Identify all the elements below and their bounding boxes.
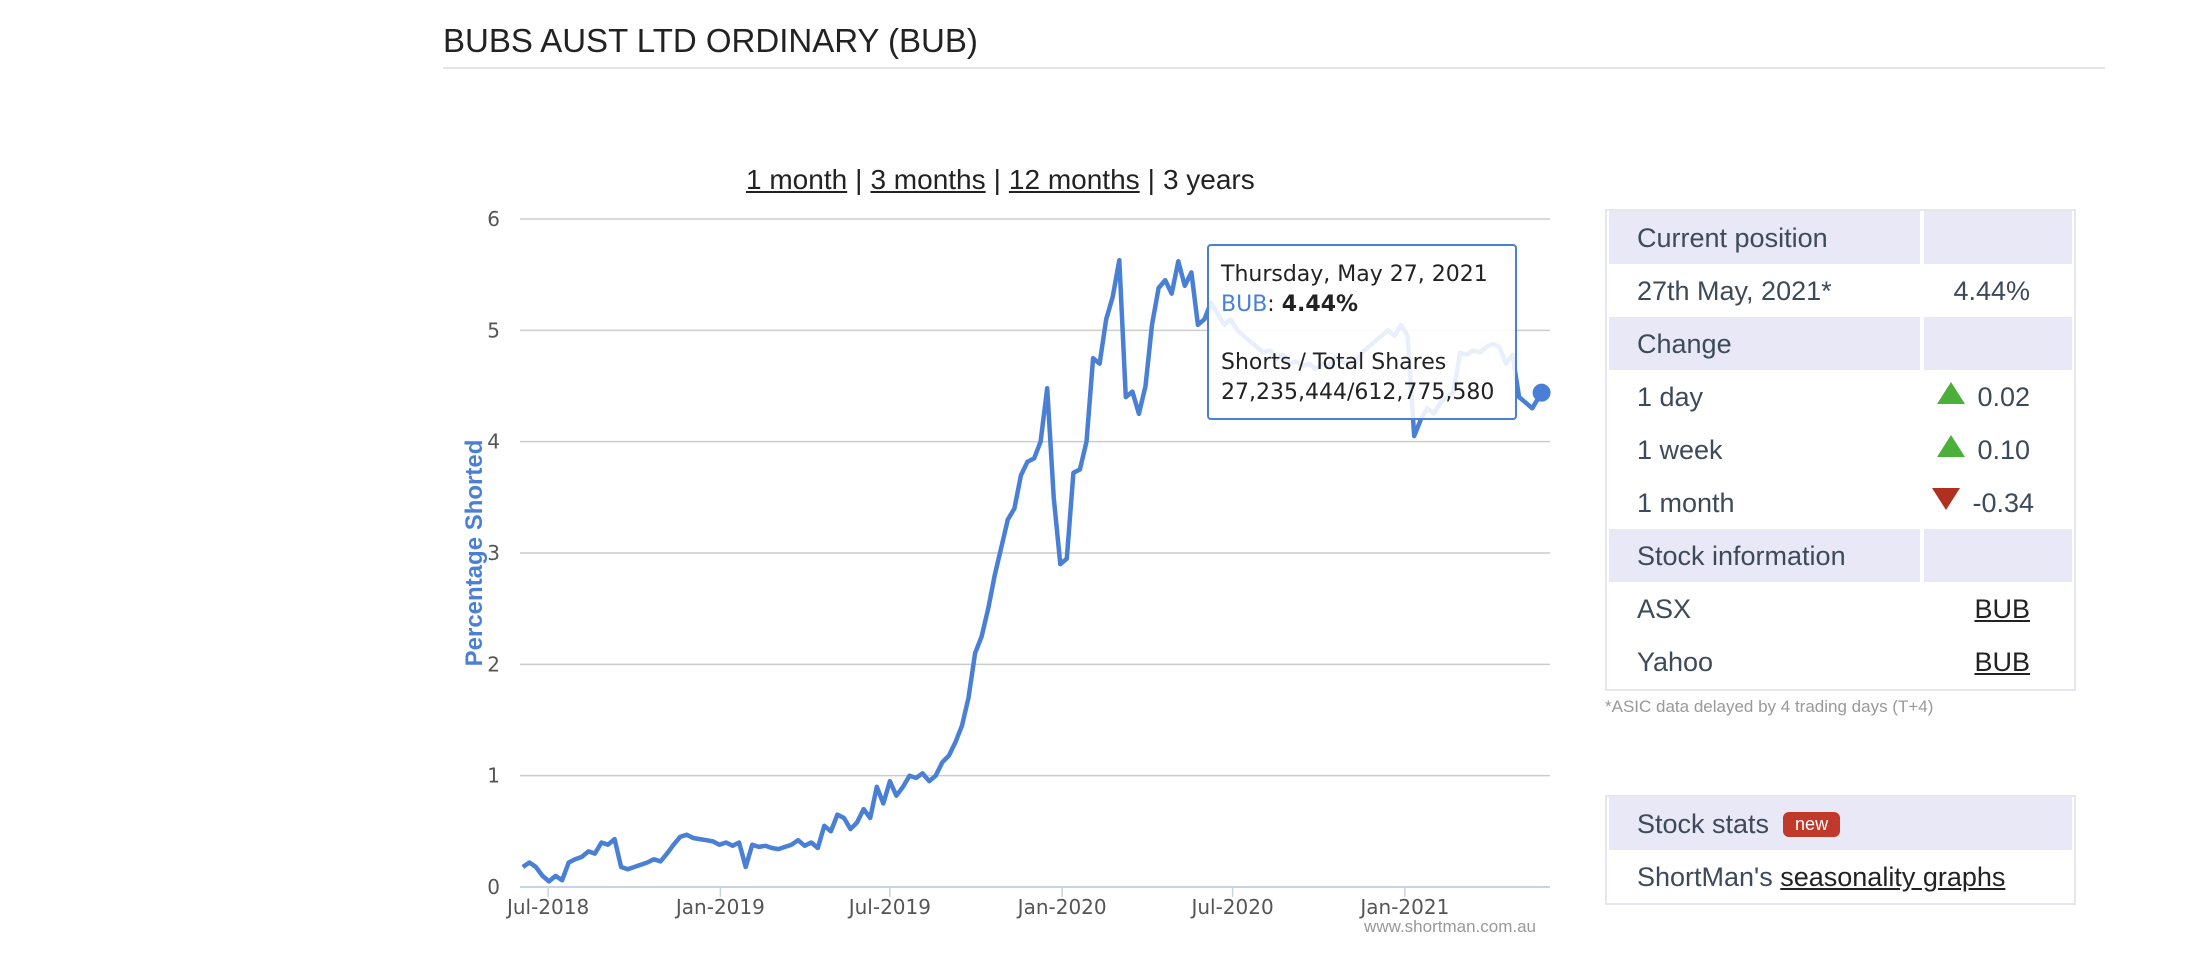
stock-info-header: Stock information <box>1607 529 2074 582</box>
range-separator: | <box>993 164 1001 195</box>
change-header: Change <box>1607 317 2074 370</box>
range-separator: | <box>1147 164 1155 195</box>
range-12-months-link[interactable]: 12 months <box>1008 164 1140 195</box>
x-tick-label: Jul-2018 <box>505 895 589 919</box>
change-value: 0.02 <box>1977 382 2030 412</box>
range-separator: | <box>855 164 863 195</box>
x-axis-ticks: Jul-2018 Jan-2019 Jul-2019 Jan-2020 Jul-2020… <box>505 887 1449 919</box>
range-3-months-link[interactable]: 3 months <box>870 164 986 195</box>
stock-stats-heading: Stock stats <box>1637 809 1770 839</box>
title-divider <box>443 67 2105 69</box>
up-arrow-icon <box>1937 435 1966 457</box>
tooltip-colon: : <box>1267 292 1275 317</box>
x-tick-label: Jul-2020 <box>1189 895 1273 919</box>
tooltip-value: 4.44% <box>1281 292 1359 317</box>
stock-info-row-asx: ASX BUB <box>1607 582 2074 635</box>
y-axis-ticks: 0 1 2 3 4 5 6 <box>487 207 500 899</box>
tooltip-series-name: BUB <box>1221 292 1268 317</box>
current-position-header: Current position <box>1607 211 2074 264</box>
position-panel: Current position 27th May, 2021* 4.44% C… <box>1605 209 2076 691</box>
x-tick-label: Jan-2020 <box>1016 895 1107 919</box>
change-label: 1 week <box>1637 435 1723 465</box>
seasonality-prefix: ShortMan's <box>1637 862 1773 892</box>
stock-info-label: Yahoo <box>1637 647 1714 677</box>
y-tick-label: 5 <box>487 318 500 342</box>
change-value: -0.34 <box>1972 488 2034 518</box>
seasonality-graphs-link[interactable]: seasonality graphs <box>1780 862 2006 892</box>
tooltip-value-row: BUB: 4.44% <box>1221 290 1503 320</box>
asx-link[interactable]: BUB <box>1974 594 2030 624</box>
page-title: BUBS AUST LTD ORDINARY (BUB) <box>443 22 978 59</box>
change-row-1-month: 1 month -0.34 <box>1607 476 2074 529</box>
y-tick-label: 2 <box>487 652 500 676</box>
change-heading: Change <box>1637 329 1732 359</box>
current-position-value: 4.44% <box>1953 276 2030 306</box>
current-position-row: 27th May, 2021* 4.44% <box>1607 264 2074 317</box>
y-tick-label: 4 <box>487 430 500 454</box>
tooltip-shares-value: 27,235,444/612,775,580 <box>1221 380 1495 405</box>
change-row-1-day: 1 day 0.02 <box>1607 370 2074 423</box>
chart-credits[interactable]: www.shortman.com.au <box>1363 917 1536 936</box>
stock-info-row-yahoo: Yahoo BUB <box>1607 635 2074 688</box>
chart-grid <box>520 218 1550 888</box>
x-tick-label: Jul-2019 <box>847 895 931 919</box>
change-label: 1 month <box>1637 488 1735 518</box>
yahoo-link[interactable]: BUB <box>1974 647 2030 677</box>
change-label: 1 day <box>1637 382 1704 412</box>
y-tick-label: 6 <box>487 207 500 231</box>
range-1-month-link[interactable]: 1 month <box>746 164 848 195</box>
range-3-years-active[interactable]: 3 years <box>1162 164 1255 195</box>
new-badge: new <box>1783 812 1841 837</box>
y-tick-label: 3 <box>487 541 500 565</box>
y-tick-label: 1 <box>487 764 500 788</box>
tooltip-date: Thursday, May 27, 2021 <box>1221 262 1488 287</box>
stock-info-heading: Stock information <box>1637 541 1846 571</box>
x-tick-label: Jan-2021 <box>1358 895 1449 919</box>
x-tick-label: Jan-2019 <box>674 895 765 919</box>
y-axis-label: Percentage Shorted <box>461 440 488 667</box>
short-position-chart[interactable]: 0 1 2 3 4 5 6 Jul-2018 Jan-2019 Jul-2019 Jan-2020… <box>440 195 1560 940</box>
stock-stats-header: Stock stats new <box>1607 797 2074 850</box>
stock-stats-panel: Stock stats new ShortMan's seasonality gr… <box>1605 795 2076 905</box>
change-row-1-week: 1 week 0.10 <box>1607 423 2074 476</box>
current-position-heading: Current position <box>1637 223 1828 253</box>
tooltip-shares-label: Shorts / Total Shares <box>1221 350 1447 375</box>
up-arrow-icon <box>1937 382 1966 404</box>
highlight-point <box>1532 383 1551 402</box>
change-value: 0.10 <box>1977 435 2030 465</box>
range-nav: 1 month | 3 months | 12 months | 3 years <box>746 164 1255 196</box>
chart-tooltip: Thursday, May 27, 2021 BUB: 4.44% Shorts… <box>1207 244 1517 420</box>
seasonality-row: ShortMan's seasonality graphs <box>1607 850 2074 903</box>
y-tick-label: 0 <box>487 875 500 899</box>
current-position-date: 27th May, 2021* <box>1637 276 1832 306</box>
data-delay-footnote: *ASIC data delayed by 4 trading days (T+… <box>1605 697 1934 716</box>
stock-info-label: ASX <box>1637 594 1692 624</box>
down-arrow-icon <box>1932 488 1961 510</box>
